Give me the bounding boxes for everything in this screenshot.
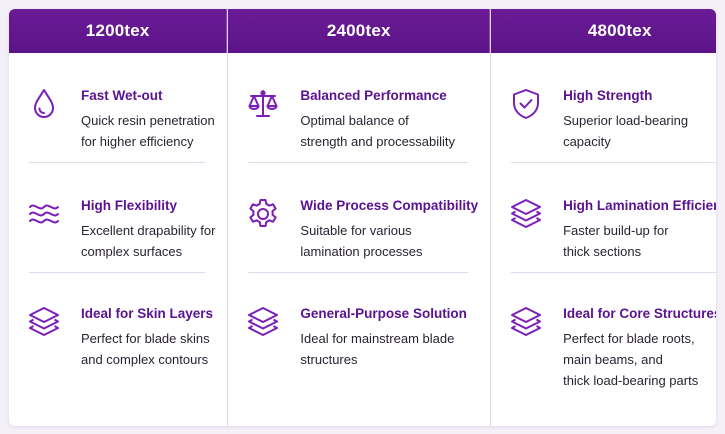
feature-description: Perfect for blade roots, main beams, and… [563,331,699,388]
feature-cell: Fast Wet-out Quick resin penetration for… [27,53,215,163]
feature-cell: Ideal for Core Structures Perfect for bl… [509,273,716,426]
feature-cell: Wide Process Compatibility Suitable for … [246,163,478,273]
feature-title: Wide Process Compatibility [300,198,479,213]
feature-description: Perfect for blade skins and complex cont… [81,331,210,367]
feature-description: Faster build-up for thick sections [563,223,669,259]
column-2400tex: 2400tex Balanced Performa [228,9,492,426]
feature-cell: Balanced Performance Optimal balance of … [246,53,478,163]
waves-icon [27,197,61,231]
column-header: 1200tex [9,9,228,53]
shield-check-icon [509,87,543,121]
feature-cell: High Lamination Efficiency Faster build-… [509,163,716,273]
layers-icon [246,305,280,339]
feature-cell: Ideal for Skin Layers Perfect for blade … [27,273,215,426]
comparison-table: 1200tex Fast Wet-out Quick resin penetra… [9,9,716,426]
feature-title: General-Purpose Solution [300,306,467,321]
layers-icon [509,197,543,231]
droplet-icon [27,87,61,121]
feature-title: Balanced Performance [300,88,447,103]
layers-icon [27,305,61,339]
feature-description: Ideal for mainstream blade structures [300,331,455,367]
feature-title: High Flexibility [81,198,178,213]
feature-description: Superior load-bearing capacity [563,113,689,149]
feature-description: Excellent drapability for complex surfac… [81,223,216,259]
feature-cell: General-Purpose Solution Ideal for mains… [246,273,478,426]
feature-title: High Strength [563,88,653,103]
feature-cell: High Strength Superior load-bearing capa… [509,53,716,163]
balance-scale-icon [246,87,280,121]
feature-description: Quick resin penetration for higher effic… [81,113,215,149]
feature-cell: High Flexibility Excellent drapability f… [27,163,215,273]
feature-title: Ideal for Core Structures [563,306,716,321]
feature-title: Ideal for Skin Layers [81,306,214,321]
feature-title: Fast Wet-out [81,88,163,103]
column-header: 2400tex [228,9,491,53]
column-1200tex: 1200tex Fast Wet-out Quick resin penetra… [9,9,229,426]
feature-description: Optimal balance of strength and processa… [300,113,456,149]
feature-title: High Lamination Efficiency [563,198,716,213]
layers-icon [509,305,543,339]
gear-icon [246,197,280,231]
column-header: 4800tex [491,9,716,53]
feature-description: Suitable for various lamination processe… [300,223,423,259]
column-4800tex: 4800tex High Strength Superior load-bear… [491,9,716,426]
